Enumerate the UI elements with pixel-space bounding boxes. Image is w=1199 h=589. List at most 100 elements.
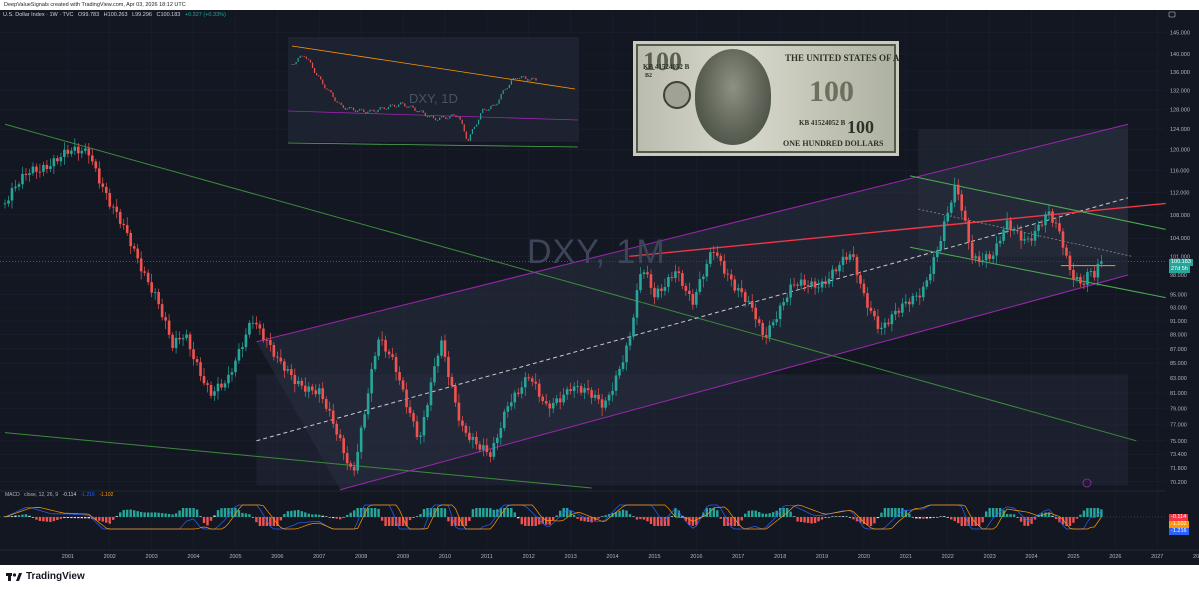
candle[interactable] xyxy=(873,311,876,317)
candle[interactable] xyxy=(991,255,995,259)
candle[interactable] xyxy=(1086,272,1089,285)
candle[interactable] xyxy=(845,256,848,260)
candle[interactable] xyxy=(359,427,363,452)
candle[interactable] xyxy=(475,436,478,445)
candle[interactable] xyxy=(352,466,356,471)
candle[interactable] xyxy=(387,351,391,355)
candle[interactable] xyxy=(283,361,286,371)
resistance-red[interactable] xyxy=(629,202,1166,258)
candle[interactable] xyxy=(541,396,545,402)
candle[interactable] xyxy=(925,280,929,287)
candle[interactable] xyxy=(73,146,77,151)
candle[interactable] xyxy=(572,386,576,392)
candle[interactable] xyxy=(454,385,457,403)
candle[interactable] xyxy=(24,173,28,175)
candle[interactable] xyxy=(799,279,803,286)
candle[interactable] xyxy=(674,271,677,279)
candle[interactable] xyxy=(862,283,866,294)
candle[interactable] xyxy=(220,383,223,388)
candle[interactable] xyxy=(377,339,380,357)
candle[interactable] xyxy=(988,254,991,259)
candle[interactable] xyxy=(3,203,7,205)
candle[interactable] xyxy=(569,389,572,392)
candle[interactable] xyxy=(77,146,80,154)
candle[interactable] xyxy=(28,173,31,175)
candle[interactable] xyxy=(349,463,352,467)
candle[interactable] xyxy=(380,339,384,341)
candle[interactable] xyxy=(52,158,56,167)
candle[interactable] xyxy=(111,206,115,208)
settings-icon[interactable] xyxy=(1168,11,1176,18)
channel-upper[interactable] xyxy=(256,123,1129,343)
candle[interactable] xyxy=(422,416,426,436)
candle[interactable] xyxy=(782,302,785,306)
candle[interactable] xyxy=(695,291,698,305)
candle[interactable] xyxy=(859,275,862,284)
candle[interactable] xyxy=(293,375,297,385)
candle[interactable] xyxy=(908,301,911,305)
candle[interactable] xyxy=(129,232,132,247)
candle[interactable] xyxy=(977,256,981,263)
candle[interactable] xyxy=(1093,271,1096,278)
candle[interactable] xyxy=(255,322,258,325)
candle[interactable] xyxy=(206,383,209,385)
candle[interactable] xyxy=(408,407,412,414)
candle[interactable] xyxy=(335,423,339,435)
candle[interactable] xyxy=(953,184,957,203)
candle[interactable] xyxy=(904,301,908,304)
candle[interactable] xyxy=(820,281,824,288)
lower-support[interactable] xyxy=(4,432,592,489)
candle[interactable] xyxy=(761,323,764,335)
candle[interactable] xyxy=(10,188,14,201)
candle[interactable] xyxy=(922,286,925,298)
candle[interactable] xyxy=(199,362,202,377)
candle[interactable] xyxy=(136,248,139,259)
price-axis[interactable] xyxy=(1165,10,1199,565)
candle[interactable] xyxy=(1072,269,1075,280)
candle[interactable] xyxy=(548,403,551,409)
candle[interactable] xyxy=(963,210,967,221)
candle[interactable] xyxy=(251,322,255,324)
candle[interactable] xyxy=(153,292,157,293)
candle[interactable] xyxy=(935,250,939,258)
candle[interactable] xyxy=(537,383,541,397)
candle[interactable] xyxy=(635,290,639,318)
candle[interactable] xyxy=(649,274,653,288)
candle[interactable] xyxy=(729,274,733,280)
candle[interactable] xyxy=(269,340,272,345)
candle[interactable] xyxy=(150,282,153,293)
candle[interactable] xyxy=(1075,276,1079,280)
candle[interactable] xyxy=(1051,211,1054,223)
candle[interactable] xyxy=(90,155,94,162)
candle[interactable] xyxy=(852,254,855,257)
candle[interactable] xyxy=(157,292,160,305)
candle[interactable] xyxy=(241,347,244,350)
candle[interactable] xyxy=(684,285,688,291)
candle[interactable] xyxy=(915,295,918,297)
candle[interactable] xyxy=(118,211,122,224)
candle[interactable] xyxy=(132,246,136,249)
flag-lower[interactable] xyxy=(909,246,1166,299)
candle[interactable] xyxy=(338,434,342,439)
candle[interactable] xyxy=(890,314,894,325)
candle[interactable] xyxy=(775,319,778,323)
candle[interactable] xyxy=(754,307,758,320)
candle[interactable] xyxy=(869,307,873,312)
candle[interactable] xyxy=(468,432,471,440)
candle[interactable] xyxy=(583,388,586,393)
candle[interactable] xyxy=(932,257,936,274)
candle[interactable] xyxy=(185,334,188,339)
candle[interactable] xyxy=(590,390,593,398)
candle[interactable] xyxy=(688,290,691,295)
candle[interactable] xyxy=(59,156,63,162)
flag-upper[interactable] xyxy=(909,175,1166,230)
candle[interactable] xyxy=(42,164,45,172)
candle[interactable] xyxy=(1016,229,1019,231)
candle[interactable] xyxy=(436,355,440,367)
candle[interactable] xyxy=(841,256,845,265)
candle[interactable] xyxy=(331,410,335,424)
candle[interactable] xyxy=(366,393,370,415)
candle[interactable] xyxy=(586,388,590,391)
candle[interactable] xyxy=(995,243,998,256)
candle[interactable] xyxy=(1089,271,1093,273)
